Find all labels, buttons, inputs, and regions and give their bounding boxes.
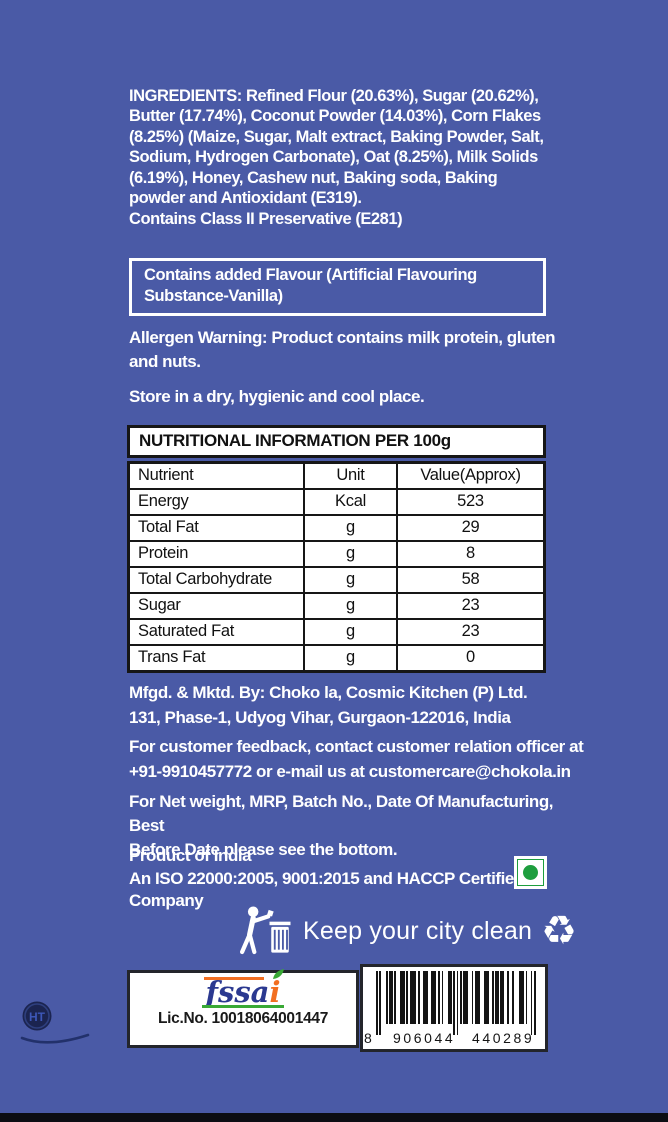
- net-weight-note: For Net weight, MRP, Batch No., Date Of …: [129, 792, 554, 859]
- barcode-digits: 906044: [393, 1030, 456, 1046]
- veg-mark-frame: [517, 859, 544, 886]
- nutrient-value: 23: [461, 596, 480, 614]
- nutrition-table-grid: Nutrient Unit Value(Approx) Energy Kcal …: [127, 461, 546, 673]
- nutrient-unit: Kcal: [305, 490, 398, 514]
- table-row: Total Carbohydrate g 58: [130, 568, 543, 594]
- barcode-digits: 8: [364, 1030, 375, 1046]
- nutrient-name: Saturated Fat: [130, 620, 305, 644]
- nutrient-value: 8: [466, 544, 475, 562]
- ingredients-text: INGREDIENTS: Refined Flour (20.63%), Sug…: [129, 86, 553, 208]
- col-header-nutrient: Nutrient: [130, 464, 305, 488]
- veg-mark-icon: [514, 856, 547, 889]
- veg-mark-dot: [523, 865, 538, 880]
- ingredients-heading: INGREDIENTS:: [129, 87, 242, 105]
- fssai-wordmark-i: i: [269, 975, 281, 1009]
- nutrient-value: 58: [461, 570, 480, 588]
- nutrient-name: Protein: [130, 542, 305, 566]
- nutrient-name: Total Fat: [130, 516, 305, 540]
- table-row: Saturated Fat g 23: [130, 620, 543, 646]
- nutrient-unit: g: [305, 646, 398, 670]
- nutrient-name: Energy: [130, 490, 305, 514]
- fssai-logo: fssai: [201, 969, 285, 1009]
- nutrient-name: Total Carbohydrate: [130, 568, 305, 592]
- tidy-man-icon: [239, 906, 291, 955]
- ingredients-list: Refined Flour (20.63%), Sugar (20.62%), …: [129, 87, 544, 208]
- nutrient-unit: g: [305, 516, 398, 540]
- fssai-license-number: Lic.No. 10018064001447: [157, 1010, 329, 1027]
- nutrition-table-title: NUTRITIONAL INFORMATION PER 100g: [127, 425, 546, 458]
- table-row: Sugar g 23: [130, 594, 543, 620]
- fssai-box: fssai Lic.No. 10018064001447: [127, 969, 359, 1048]
- ht-monogram-icon: HT: [20, 1001, 90, 1044]
- table-row: Protein g 8: [130, 542, 543, 568]
- preservative-line: Contains Class II Preservative (E281): [129, 210, 403, 229]
- origin-certification: Product of India An ISO 22000:2005, 9001…: [129, 846, 524, 911]
- col-header-unit: Unit: [305, 464, 398, 488]
- leaf-icon: [273, 969, 285, 979]
- nutrient-name: Trans Fat: [130, 646, 305, 670]
- ingredients-section: INGREDIENTS: Refined Flour (20.63%), Sug…: [129, 86, 553, 230]
- recycling-icon: ♻: [541, 908, 577, 954]
- nutrient-unit: g: [305, 542, 398, 566]
- nutrient-name: Sugar: [130, 594, 305, 618]
- manufacturer-address: Mfgd. & Mktd. By: Choko la, Cosmic Kitch…: [129, 683, 528, 727]
- added-flavour-text: Contains added Flavour (Artificial Flavo…: [144, 266, 477, 305]
- nutrient-value: 523: [457, 492, 484, 510]
- nutrient-unit: g: [305, 568, 398, 592]
- nutrient-unit: g: [305, 594, 398, 618]
- table-row: Energy Kcal 523: [130, 490, 543, 516]
- customer-feedback-contact: For customer feedback, contact customer …: [129, 737, 584, 781]
- svg-text:HT: HT: [29, 1010, 46, 1024]
- barcode-digits: 440289: [472, 1030, 535, 1046]
- nutrient-value: 29: [461, 518, 480, 536]
- nutrient-unit: g: [305, 620, 398, 644]
- barcode-bars: 8 906044 440289: [364, 971, 545, 1049]
- barcode: 8 906044 440289: [360, 964, 548, 1052]
- nutrition-table: NUTRITIONAL INFORMATION PER 100g Nutrien…: [127, 425, 546, 673]
- fssai-wordmark: fssa: [205, 975, 270, 1009]
- table-row: Trans Fat g 0: [130, 646, 543, 670]
- added-flavour-box: Contains added Flavour (Artificial Flavo…: [129, 258, 546, 316]
- allergen-warning: Allergen Warning: Product contains milk …: [129, 328, 556, 371]
- keep-city-clean-row: Keep your city clean ♻: [238, 905, 577, 957]
- storage-instructions: Store in a dry, hygienic and cool place.: [129, 387, 425, 406]
- table-header-row: Nutrient Unit Value(Approx): [130, 464, 543, 490]
- package-bottom-edge: [0, 1113, 668, 1122]
- nutrient-value: 0: [466, 648, 475, 666]
- nutrient-value: 23: [461, 622, 480, 640]
- col-header-value: Value(Approx): [420, 466, 521, 484]
- table-row: Total Fat g 29: [130, 516, 543, 542]
- keep-city-clean-text: Keep your city clean: [303, 916, 533, 945]
